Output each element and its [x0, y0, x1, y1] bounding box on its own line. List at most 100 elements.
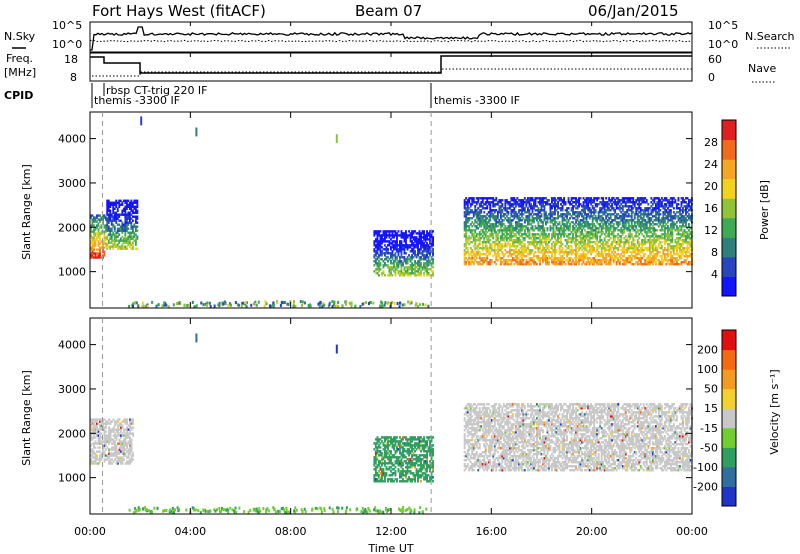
heatmap-cell: [552, 241, 555, 244]
heatmap-cell: [688, 241, 690, 244]
heatmap-cell: [623, 263, 626, 266]
heatmap-cell: [418, 236, 421, 239]
heatmap-cell: [653, 239, 656, 242]
heatmap-cell: [427, 252, 430, 255]
heatmap-cell: [507, 203, 510, 206]
heatmap-cell: [663, 237, 666, 240]
heatmap-cell: [651, 249, 654, 252]
heatmap-cell: [520, 259, 523, 262]
heatmap-cell: [118, 422, 121, 425]
heatmap-cell: [560, 197, 562, 200]
heatmap-cell: [585, 257, 588, 260]
heatmap-cell: [114, 454, 116, 457]
heatmap-cell: [97, 418, 100, 421]
heatmap-cell: [93, 430, 95, 433]
heatmap-cell: [551, 247, 553, 250]
heatmap-cell: [519, 243, 522, 246]
heatmap-cell: [481, 219, 484, 222]
heatmap-cell: [97, 240, 100, 243]
heatmap-cell: [528, 261, 531, 264]
heatmap-cell: [552, 199, 555, 202]
heatmap-cell: [486, 259, 489, 262]
heatmap-cell: [560, 215, 562, 218]
heatmap-cell: [650, 209, 653, 212]
heatmap-cell: [682, 239, 684, 242]
heatmap-cell: [642, 225, 645, 228]
heatmap-cell: [578, 245, 580, 248]
heatmap-cell: [167, 305, 170, 309]
heatmap-cell: [477, 233, 480, 236]
heatmap-cell: [666, 245, 669, 248]
heatmap-cell: [106, 207, 109, 210]
heatmap-cell: [584, 217, 586, 220]
heatmap-cell: [411, 236, 413, 239]
heatmap-cell: [90, 418, 92, 421]
heatmap-cell: [528, 221, 531, 224]
heatmap-cell: [593, 233, 596, 236]
heatmap-cell: [93, 246, 95, 249]
heatmap-cell: [662, 225, 665, 228]
heatmap-cell: [402, 244, 404, 247]
heatmap-cell: [504, 203, 507, 206]
heatmap-cell: [663, 241, 666, 244]
heatmap-cell: [465, 251, 468, 254]
heatmap-cell: [602, 203, 605, 206]
heatmap-cell: [108, 440, 110, 443]
heatmap-cell: [603, 261, 606, 264]
heatmap-cell: [115, 239, 118, 242]
heatmap-cell: [638, 233, 641, 236]
heatmap-cell: [620, 207, 623, 210]
heatmap-cell: [525, 225, 528, 228]
heatmap-cell: [99, 432, 101, 435]
heatmap-cell: [606, 209, 609, 212]
heatmap-cell: [117, 424, 119, 427]
heatmap-cell: [539, 235, 541, 238]
heatmap-cell: [100, 218, 103, 221]
heatmap-cell: [507, 259, 510, 262]
heatmap-cell: [511, 245, 514, 248]
heatmap-cell: [671, 241, 674, 244]
heatmap-cell: [644, 211, 647, 214]
heatmap-cell: [659, 213, 662, 216]
heatmap-cell: [513, 213, 516, 216]
heatmap-cell: [484, 221, 487, 224]
heatmap-cell: [411, 270, 413, 273]
heatmap-cell: [669, 257, 672, 260]
heatmap-cell: [304, 301, 306, 305]
heatmap-cell: [517, 253, 520, 256]
power-colorbar-label: Power [dB]: [758, 180, 771, 240]
heatmap-cell: [557, 207, 559, 210]
heatmap-cell: [378, 244, 380, 247]
heatmap-cell: [124, 225, 127, 228]
heatmap-cell: [418, 250, 421, 253]
freq-step-line: [90, 55, 692, 74]
heatmap-cell: [498, 257, 501, 260]
heatmap-cell: [608, 219, 611, 222]
heatmap-cell: [563, 225, 565, 228]
heatmap-cell: [112, 215, 115, 218]
heatmap-cell: [599, 255, 602, 258]
heatmap-cell: [606, 225, 609, 228]
heatmap-cell: [463, 203, 466, 206]
heatmap-cell: [317, 302, 320, 306]
heatmap-cell: [504, 201, 507, 204]
heatmap-cell: [650, 211, 653, 214]
heatmap-cell: [478, 247, 481, 250]
heatmap-cell: [639, 261, 642, 264]
heatmap-cell: [118, 227, 121, 230]
heatmap-cell: [254, 302, 257, 306]
heatmap-cell: [492, 233, 495, 236]
heatmap-cell: [498, 245, 501, 248]
heatmap-cell: [373, 248, 376, 251]
heatmap-cell: [596, 203, 599, 206]
heatmap-cell: [487, 229, 490, 232]
heatmap-cell: [106, 458, 109, 461]
heatmap-cell: [638, 253, 641, 256]
heatmap-cell: [675, 241, 678, 244]
heatmap-cell: [551, 227, 553, 230]
heatmap-cell: [519, 203, 522, 206]
heatmap-cell: [688, 215, 690, 218]
heatmap-cell: [508, 207, 511, 210]
heatmap-cell: [578, 215, 580, 218]
heatmap-cell: [103, 236, 106, 239]
